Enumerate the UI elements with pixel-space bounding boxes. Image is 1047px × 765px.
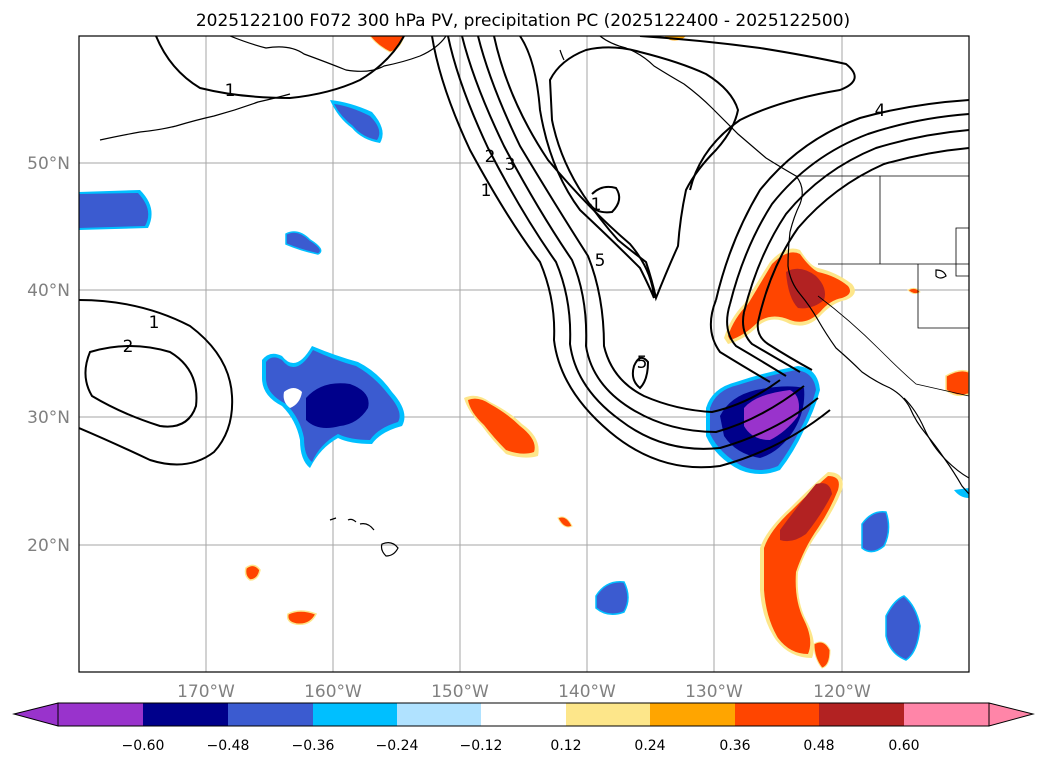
lon-label-120w: 120°W: [813, 682, 871, 702]
contour-label-4: 3: [505, 155, 516, 175]
map-frame: [78, 35, 970, 673]
contour-label-6: 1: [591, 195, 602, 215]
longitude-labels: 170°W 160°W 150°W 140°W 130°W 120°W: [177, 682, 871, 702]
contour-label-8: 5: [637, 353, 648, 373]
graticule: [79, 36, 969, 672]
alaska-coast: [229, 36, 447, 72]
precip-blob-small-5: [244, 564, 261, 581]
lat-label-30n: 30°N: [27, 408, 70, 428]
lat-label-20n: 20°N: [27, 536, 70, 556]
colorbar-segment-0: [58, 703, 143, 726]
colorbar: −0.60 −0.48 −0.36 −0.24 −0.12 0.12 0.24 …: [12, 702, 1035, 754]
contour-label-5: 4: [875, 101, 886, 121]
contour-ridge-outer: [548, 46, 740, 302]
colorbar-segment-1: [143, 703, 228, 726]
colorbar-segment-9: [819, 703, 904, 726]
political-borders: [796, 175, 969, 397]
lon-label-160w: 160°W: [304, 682, 362, 702]
colorbar-segment-6: [566, 703, 650, 726]
precipitation-shading: [79, 36, 969, 669]
lon-label-170w: 170°W: [177, 682, 235, 702]
latitude-labels: 50°N 40°N 30°N 20°N: [27, 154, 70, 556]
contour-1-west: [79, 299, 234, 466]
contour-2-west: [84, 345, 198, 428]
figure-title: 2025122100 F072 300 hPa PV, precipitatio…: [196, 11, 850, 31]
us-west-coast: [787, 231, 891, 389]
contour-4-trough: [477, 36, 781, 414]
colorbar-segment-7: [650, 703, 735, 726]
contour-label-2: 1: [481, 181, 492, 201]
coastlines: [99, 36, 969, 557]
colorbar-segment-4: [397, 703, 481, 726]
colorbar-tick-label: 0.12: [550, 738, 581, 754]
lon-label-130w: 130°W: [685, 682, 743, 702]
precip-blob-small-7: [557, 516, 573, 528]
lon-label-140w: 140°W: [558, 682, 616, 702]
contour-1-north: [155, 36, 405, 100]
precip-blob-small-2: [861, 511, 890, 553]
colorbar-tick-label: 0.48: [803, 738, 834, 754]
lat-label-50n: 50°N: [27, 154, 70, 174]
precip-blob-small-4: [595, 581, 629, 615]
contour-label-1: 1: [225, 81, 236, 101]
colorbar-segment-8: [735, 703, 819, 726]
precip-blob-east-edge: [945, 369, 969, 397]
colorbar-tick-label: −0.60: [122, 738, 165, 754]
colorbar-segment-5: [481, 703, 566, 726]
colorbar-segment-10: [904, 703, 989, 726]
contour-2-trough: [447, 36, 819, 450]
bc-coast: [599, 36, 803, 233]
colorbar-high-extension: [988, 702, 1035, 727]
map-area: 1 1 2 3 4 1 5 5 1 2: [79, 36, 969, 672]
colorbar-low-extension: [12, 702, 59, 727]
colorbar-tick-label: −0.24: [376, 738, 419, 754]
lat-label-40n: 40°N: [27, 281, 70, 301]
precip-blob-small-1: [285, 231, 322, 255]
colorbar-tick-label: 0.24: [634, 738, 665, 754]
colorbar-segment-3: [313, 703, 397, 726]
colorbar-tick-label: −0.12: [460, 738, 503, 754]
contour-5-south: [631, 356, 650, 390]
colorbar-tick-label: 0.36: [719, 738, 750, 754]
baja-coast: [889, 387, 969, 495]
colorbar-tick-label: −0.36: [292, 738, 335, 754]
pv-contours: [79, 36, 969, 469]
contour-labels: 1 1 2 3 4 1 5 5 1 2: [123, 81, 886, 373]
contour-3-trough: [461, 36, 805, 434]
contour-7: [589, 185, 621, 214]
colorbar-tick-label: 0.60: [888, 738, 919, 754]
contour-label-7: 5: [595, 251, 606, 271]
colorbar-tick-label: −0.48: [207, 738, 250, 754]
contour-4-east: [715, 99, 969, 301]
contour-label-9: 1: [149, 313, 160, 333]
contour-label-10: 2: [123, 337, 134, 357]
contour-5-trough: [493, 36, 655, 299]
precip-blob-small-3: [885, 595, 921, 661]
contour-label-3: 2: [485, 147, 496, 167]
contour-ridge-north: [639, 36, 856, 191]
hawaii-islands: [329, 517, 399, 557]
precip-blob-small-6: [286, 610, 318, 626]
colorbar-segment-2: [228, 703, 313, 726]
lon-label-150w: 150°W: [431, 682, 489, 702]
contour-1-trough: [431, 36, 831, 469]
